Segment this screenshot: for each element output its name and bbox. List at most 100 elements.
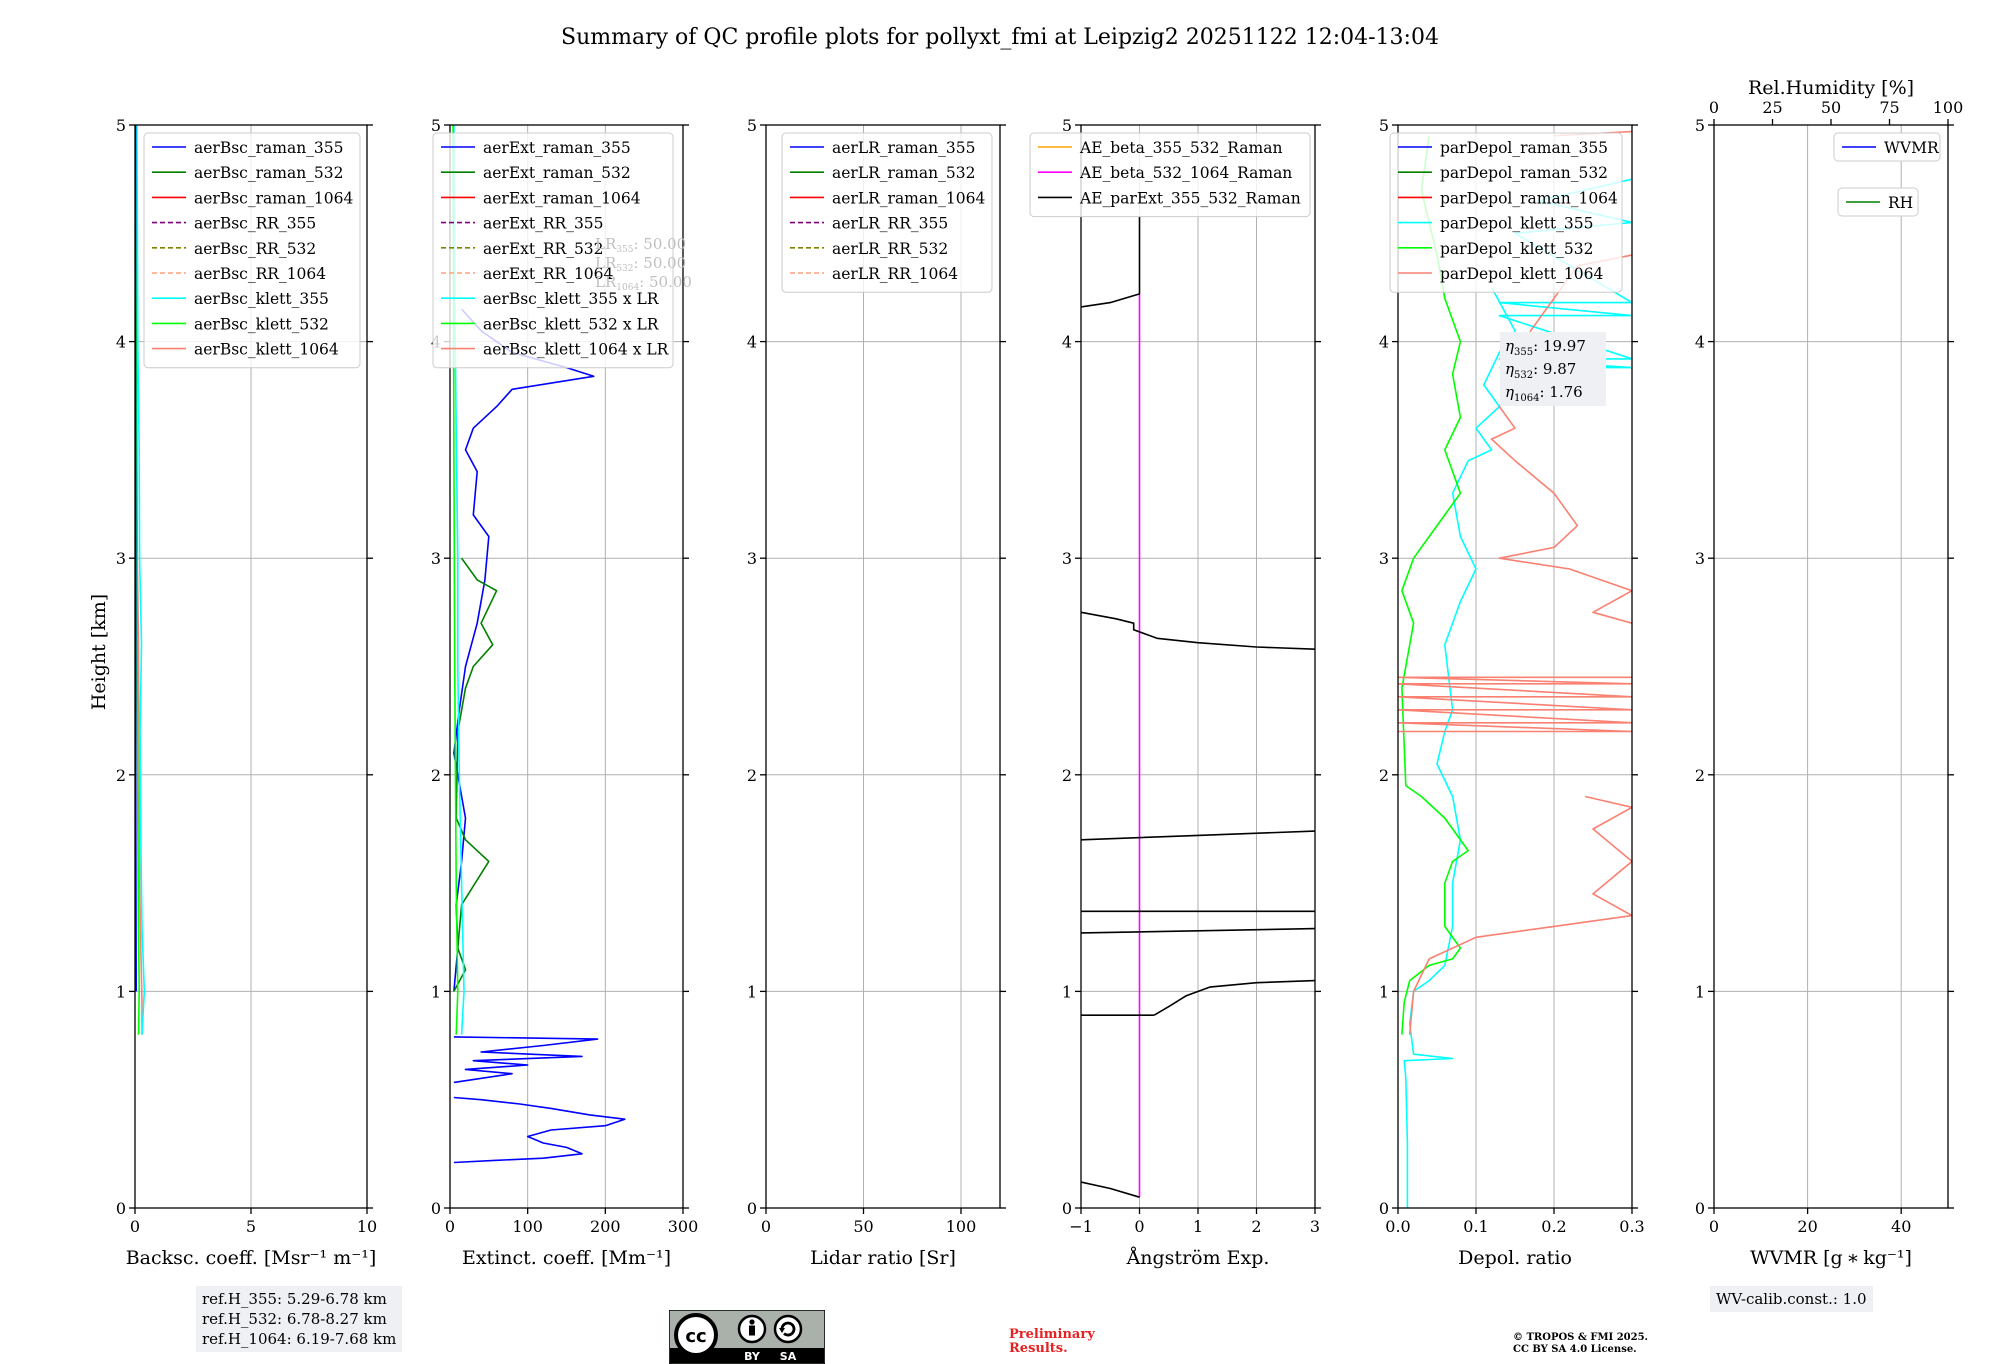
- tick-label-x-lr: 0: [761, 1217, 771, 1236]
- tick-label-y-ae: 1: [1062, 982, 1072, 1001]
- legend-label-ext: aerExt_RR_532: [483, 240, 604, 258]
- legend-label-bsc: aerBsc_klett_1064: [194, 341, 339, 359]
- legend-label-ae: AE_parExt_355_532_Raman: [1079, 189, 1301, 207]
- x-axis-label-bsc: Backsc. coeff. [Msr⁻¹ m⁻¹]: [126, 1247, 377, 1269]
- tick-label-y-ae: 2: [1062, 766, 1072, 785]
- tick-label-x-ext: 200: [590, 1217, 621, 1236]
- legend-label-bsc: aerBsc_RR_532: [194, 240, 316, 258]
- x-axis-label-ae: Ångström Exp.: [1126, 1247, 1270, 1269]
- tick-label-y-depol: 2: [1379, 766, 1389, 785]
- lr-subscript: 532: [616, 264, 633, 274]
- cc-license-icon: cc BY SA: [669, 1310, 825, 1364]
- tick-label-x-wv: 40: [1891, 1217, 1911, 1236]
- eta-symbol: η: [1505, 383, 1514, 401]
- tick-label-y-ext: 2: [431, 766, 441, 785]
- series-line-parDepol-klett-1064-spikes-: [1398, 676, 1632, 733]
- series-line-AE-parExt-355-532-Raman: [1081, 611, 1315, 650]
- axes-frame-ext: [449, 124, 684, 1209]
- tick-label-y-depol: 0: [1379, 1199, 1389, 1218]
- legend-label-bsc: aerBsc_raman_532: [194, 164, 344, 182]
- legend-label-bsc: aerBsc_RR_1064: [194, 265, 326, 283]
- tick-label-y-ae: 5: [1062, 116, 1072, 135]
- legend-box-ae: [1029, 132, 1311, 218]
- legend-label-lr: aerLR_raman_1064: [832, 189, 985, 207]
- tick-label-y-bsc: 3: [116, 549, 126, 568]
- eta-symbol: η: [1505, 360, 1514, 378]
- lr-subscript: 1064: [616, 283, 639, 293]
- tick-label-y-ext: 5: [431, 116, 441, 135]
- figure-title: Summary of QC profile plots for pollyxt_…: [561, 25, 1439, 50]
- legend-label-ext: aerExt_RR_1064: [483, 265, 614, 283]
- lr-value: : 50.00: [639, 273, 692, 291]
- tick-label-y-wv: 3: [1695, 549, 1705, 568]
- tick-label-y-bsc: 0: [116, 1199, 126, 1218]
- panel-ext: 0100200300012345Extinct. coeff. [Mm⁻¹]ae…: [431, 116, 698, 1269]
- lr-symbol: LR: [595, 235, 617, 253]
- tick-label-y-wv: 4: [1695, 333, 1705, 352]
- tick-label-x-ae: 3: [1310, 1217, 1320, 1236]
- x-axis-label-lr: Lidar ratio [Sr]: [810, 1247, 956, 1269]
- legend-label-bsc: aerBsc_klett_532: [194, 315, 329, 333]
- eta-annotation-355: η355: 19.97: [1505, 337, 1586, 358]
- tick-label-y-ae: 4: [1062, 333, 1072, 352]
- copyright-notice: © TROPOS & FMI 2025. CC BY SA 4.0 Licens…: [1513, 1332, 1648, 1356]
- eta-annotation-1064: η1064: 1.76: [1505, 383, 1583, 404]
- series-line-aerExt-raman-532: [453, 557, 498, 992]
- series-line-aerExt-raman-355-near-range-: [453, 1096, 626, 1164]
- axes-frame-wv: [1713, 124, 1949, 1209]
- axes-frame-bsc: [134, 124, 368, 1209]
- legend-label-ext: aerExt_raman_355: [483, 139, 631, 157]
- tick-label-y-bsc: 2: [116, 766, 126, 785]
- cc-mark-text: cc: [685, 1326, 706, 1347]
- eta-subscript: 1064: [1514, 393, 1539, 404]
- tick-label-y-depol: 5: [1379, 116, 1389, 135]
- series-line-parDepol-klett-355: [1403, 287, 1516, 1208]
- tick-label-y-bsc: 5: [116, 116, 126, 135]
- lr-symbol: LR: [595, 273, 617, 291]
- legend-label-depol: parDepol_klett_355: [1440, 215, 1593, 233]
- lr-value: : 50.00: [633, 254, 686, 272]
- legend-label-ext: aerExt_raman_1064: [483, 189, 641, 207]
- series-line-aerBsc-klett-355: [136, 125, 146, 1035]
- tick-label-x-depol: 0.0: [1385, 1217, 1410, 1236]
- tick-label-y-ae: 0: [1062, 1199, 1072, 1218]
- tick-label-y-lr: 1: [747, 982, 757, 1001]
- tick-label-y-bsc: 1: [116, 982, 126, 1001]
- tick-label-x-ae: −1: [1069, 1217, 1093, 1236]
- legend-label-depol: parDepol_raman_355: [1440, 139, 1608, 157]
- copyright-line-1: © TROPOS & FMI 2025.: [1513, 1332, 1649, 1343]
- eta-box: [1500, 332, 1606, 406]
- ref-h-355: ref.H_355: 5.29-6.78 km: [202, 1290, 387, 1308]
- tick-label-y-lr: 0: [747, 1199, 757, 1218]
- lr-annotation-532: LR532: 50.00: [595, 254, 686, 274]
- tick-label-y-wv: 1: [1695, 982, 1705, 1001]
- tick-label-x-ae: 2: [1251, 1217, 1261, 1236]
- wv-calib-text: WV-calib.const.: 1.0: [1716, 1290, 1867, 1308]
- tick-label-top-rh: 50: [1821, 98, 1841, 117]
- wv-calibration-box: WV-calib.const.: 1.0: [1710, 1286, 1873, 1312]
- legend-label-depol: parDepol_raman_1064: [1440, 189, 1618, 207]
- legend-label-lr: aerLR_RR_355: [832, 215, 948, 233]
- panel-bsc: 0 5 10 0 1 2 3 4 5 Backsc. coeff. [Msr⁻¹ m⁻¹] aerB…: [116, 116, 377, 1269]
- legend-box-ext: [432, 132, 674, 369]
- legend-label-lr: aerLR_RR_532: [832, 240, 948, 258]
- preliminary-notice: Preliminary Results.: [1009, 1328, 1095, 1356]
- legend-label-depol: parDepol_klett_532: [1440, 240, 1593, 258]
- tick-label-x-ext: 300: [668, 1217, 699, 1236]
- legend-label-lr: aerLR_raman_355: [832, 139, 975, 157]
- tick-label-x-ae: 1: [1193, 1217, 1203, 1236]
- tick-label-top-rh: 25: [1762, 98, 1782, 117]
- eta-annotation-532: η532: 9.87: [1505, 360, 1576, 381]
- series-line-AE-parExt-355-532-Raman: [1153, 979, 1315, 1016]
- tick-label-y-ext: 3: [431, 549, 441, 568]
- ref-h-1064: ref.H_1064: 6.19-7.68 km: [202, 1330, 397, 1348]
- series-line-parDepol-klett-1064-upper-: [1490, 254, 1632, 624]
- eta-subscript: 532: [1514, 370, 1533, 381]
- legend-label-bsc: aerBsc_raman_1064: [194, 189, 354, 207]
- tick-label-y-bsc: 4: [116, 333, 126, 352]
- tick-label-y-depol: 1: [1379, 982, 1389, 1001]
- x-axis-label-ext: Extinct. coeff. [Mm⁻¹]: [462, 1247, 671, 1269]
- legend-label-ext: aerBsc_klett_355 x LR: [483, 290, 660, 308]
- tick-label-y-wv: 2: [1695, 766, 1705, 785]
- x-axis-label-depol: Depol. ratio: [1458, 1247, 1572, 1269]
